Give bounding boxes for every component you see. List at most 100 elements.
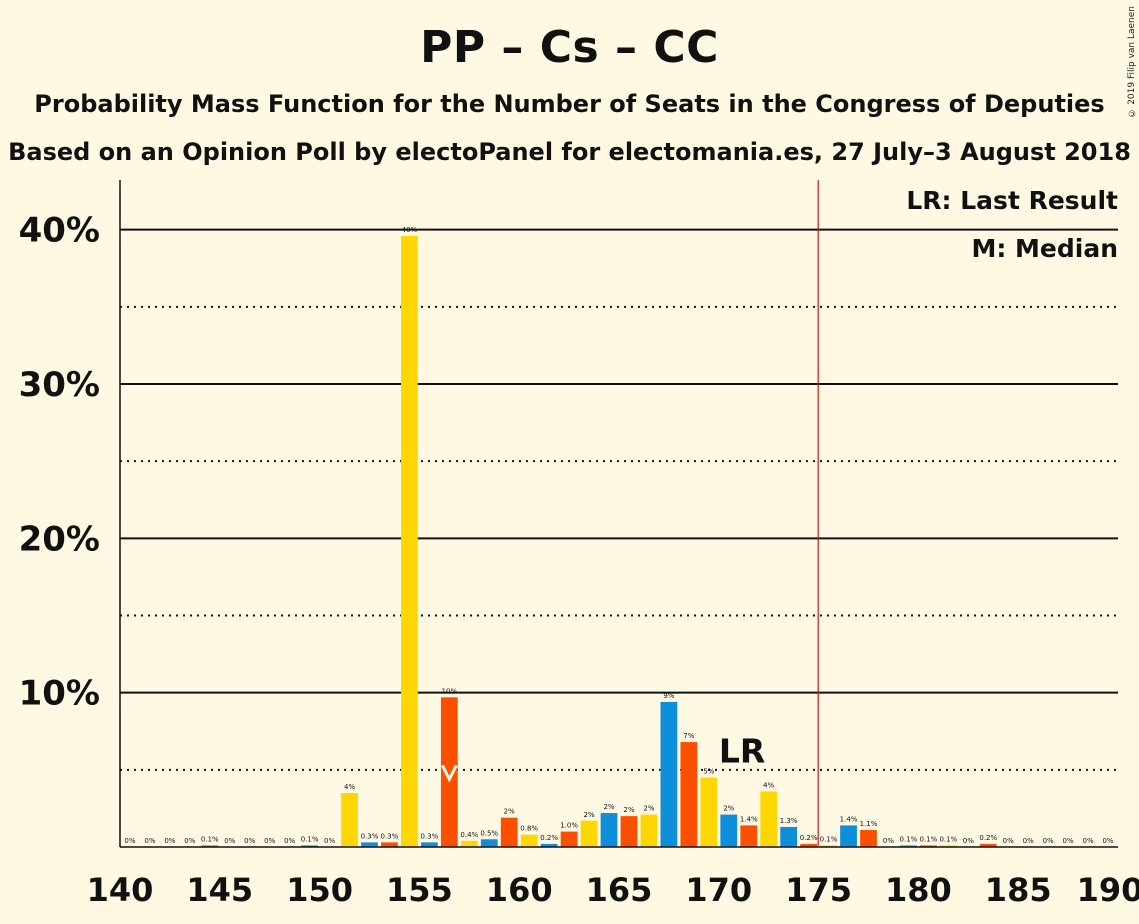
bar-172: [740, 825, 758, 847]
bar-166: [620, 816, 638, 847]
bar-170: [700, 777, 718, 847]
chart-title: PP – Cs – CC: [420, 22, 719, 73]
data-label-183: 0%: [963, 837, 974, 845]
data-label-169: 7%: [683, 732, 694, 740]
data-label-155: 40%: [402, 226, 418, 234]
bar-165: [600, 813, 618, 847]
data-label-175: 0.2%: [800, 834, 818, 842]
data-label-159: 0.5%: [480, 829, 498, 837]
bar-174: [780, 826, 798, 847]
data-label-179: 0%: [883, 837, 894, 845]
data-label-176: 0.1%: [820, 835, 838, 843]
bar-156: [420, 842, 438, 847]
data-label-186: 0%: [1023, 837, 1034, 845]
data-label-149: 0%: [284, 837, 295, 845]
bar-182: [939, 845, 957, 847]
bar-162: [540, 843, 558, 847]
x-tick-label: 145: [186, 871, 253, 909]
bar-178: [860, 830, 877, 847]
data-label-190: 0%: [1102, 837, 1113, 845]
y-tick-label: 10%: [19, 674, 100, 714]
bar-161: [520, 834, 538, 847]
data-label-164: 2%: [584, 811, 595, 819]
data-label-172: 1.4%: [740, 815, 758, 823]
bar-169: [680, 742, 698, 847]
bar-154: [381, 842, 398, 847]
data-label-189: 0%: [1083, 837, 1094, 845]
bar-173: [760, 791, 778, 847]
axes-group: 140 145 150 155 160 165 170 175 180 185 190: [87, 180, 1139, 909]
data-label-161: 0.8%: [520, 825, 538, 833]
data-label-182: 0.1%: [939, 835, 957, 843]
y-tick-label: 40%: [19, 211, 100, 251]
data-labels-group: 0% 0% 0% 0% 0.1% 0% 0% 0% 0% 0.1% 0%4%0.3% 0.3%40%0…: [124, 226, 1113, 845]
data-label-181: 0.1%: [919, 835, 937, 843]
bar-155: [401, 235, 418, 848]
data-label-153: 0.3%: [361, 832, 379, 840]
bar-177: [840, 825, 857, 847]
bar-145: [201, 845, 219, 847]
data-label-184: 0.2%: [979, 834, 997, 842]
median-marker: [440, 764, 458, 783]
bar-167: [640, 814, 658, 847]
y-tick-label: 30%: [19, 365, 100, 405]
data-label-188: 0%: [1063, 837, 1074, 845]
data-label-144: 0%: [184, 837, 195, 845]
bar-168: [660, 701, 678, 847]
bar-184: [979, 843, 997, 847]
data-label-185: 0%: [1003, 837, 1014, 845]
bar-150: [301, 845, 319, 847]
data-label-150: 0.1%: [301, 835, 319, 843]
data-label-154: 0.3%: [381, 832, 399, 840]
annotations-group: LR: Last Result M: Median LR: [440, 180, 1118, 847]
data-label-163: 1.0%: [560, 822, 578, 830]
legend-median: M: Median: [971, 234, 1118, 263]
x-tick-label: 180: [885, 871, 952, 909]
bar-171: [720, 814, 738, 847]
x-tick-label: 160: [486, 871, 553, 909]
data-label-170: 5%: [703, 768, 714, 776]
chart-source-subtitle: Based on an Opinion Poll by electoPanel …: [8, 138, 1131, 166]
bars-group: [201, 235, 997, 848]
data-label-174: 1.3%: [780, 817, 798, 825]
x-tick-label: 150: [286, 871, 353, 909]
bar-159: [480, 839, 498, 847]
x-tick-label: 155: [386, 871, 453, 909]
data-label-145: 0.1%: [201, 835, 219, 843]
x-tick-label: 165: [586, 871, 653, 909]
x-tick-label: 185: [985, 871, 1052, 909]
data-label-180: 0.1%: [900, 835, 918, 843]
bar-163: [560, 831, 578, 847]
x-tick-label: 175: [785, 871, 852, 909]
bar-180: [900, 845, 917, 847]
bar-176: [820, 845, 837, 847]
bar-158: [460, 840, 478, 847]
data-label-171: 2%: [723, 805, 734, 813]
data-label-162: 0.2%: [540, 834, 558, 842]
data-label-160: 2%: [504, 808, 515, 816]
x-tick-label: 140: [87, 871, 154, 909]
x-tick-label: 170: [685, 871, 752, 909]
data-label-166: 2%: [623, 806, 634, 814]
chart-subtitle: Probability Mass Function for the Number…: [34, 90, 1105, 118]
data-label-177: 1.4%: [840, 815, 858, 823]
data-label-141: 0%: [124, 837, 135, 845]
data-label-146: 0%: [224, 837, 235, 845]
data-label-165: 2%: [603, 803, 614, 811]
data-label-156: 0.3%: [420, 832, 438, 840]
legend-last-result: LR: Last Result: [906, 186, 1118, 215]
data-label-158: 0.4%: [460, 831, 478, 839]
bar-164: [580, 820, 598, 847]
data-label-178: 1.1%: [860, 820, 878, 828]
data-label-157: 10%: [442, 687, 458, 695]
bar-157: [440, 697, 458, 847]
bar-153: [361, 842, 378, 847]
data-label-143: 0%: [164, 837, 175, 845]
x-tick-label: 190: [1077, 871, 1139, 909]
data-label-151: 0%: [324, 837, 335, 845]
last-result-label: LR: [719, 732, 765, 771]
data-label-148: 0%: [264, 837, 275, 845]
bar-160: [500, 817, 518, 847]
data-label-173: 4%: [763, 781, 774, 789]
